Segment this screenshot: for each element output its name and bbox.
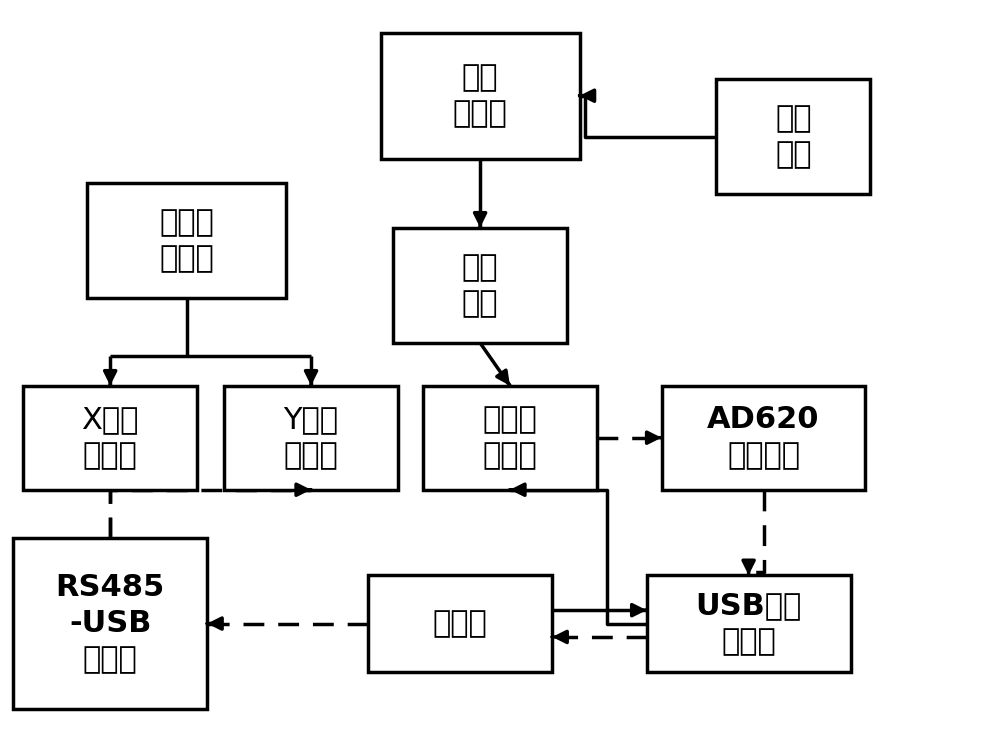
Bar: [381, 32, 580, 159]
Text: AD620
放大模块: AD620 放大模块: [707, 405, 820, 470]
Text: 计算机: 计算机: [433, 609, 488, 638]
Text: 信号
发生器: 信号 发生器: [453, 63, 507, 128]
Bar: [716, 79, 870, 194]
Bar: [224, 386, 398, 490]
Text: USB数据
采集卡: USB数据 采集卡: [695, 591, 802, 656]
Text: 励磁
线圈: 励磁 线圈: [462, 253, 498, 318]
Bar: [87, 183, 286, 298]
Bar: [662, 386, 865, 490]
Text: ＴＭＲ
传感器: ＴＭＲ 传感器: [483, 405, 537, 470]
Text: 直流稳
压电源: 直流稳 压电源: [159, 208, 214, 273]
Bar: [393, 228, 567, 343]
Bar: [13, 538, 207, 709]
Text: 交流
电源: 交流 电源: [775, 104, 812, 169]
Bar: [423, 386, 597, 490]
Text: Y轴步
进电机: Y轴步 进电机: [284, 405, 339, 470]
Bar: [647, 575, 851, 672]
Bar: [368, 575, 552, 672]
Text: X轴步
进电机: X轴步 进电机: [81, 405, 139, 470]
Bar: [23, 386, 197, 490]
Text: RS485
-USB
转接口: RS485 -USB 转接口: [56, 573, 165, 674]
